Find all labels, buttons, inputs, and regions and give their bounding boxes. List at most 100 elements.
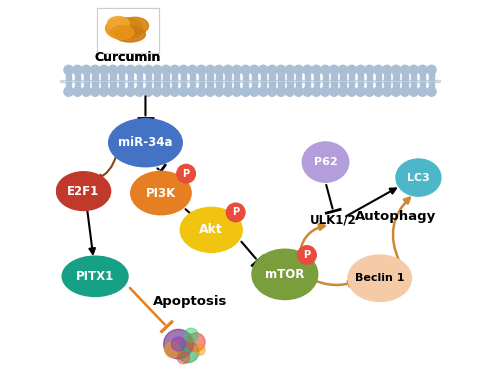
- Circle shape: [356, 87, 366, 96]
- Circle shape: [285, 87, 294, 96]
- Text: mTOR: mTOR: [265, 268, 304, 281]
- Bar: [260, 71, 266, 80]
- Circle shape: [312, 65, 321, 74]
- Text: E2F1: E2F1: [68, 184, 100, 198]
- Bar: [163, 71, 168, 80]
- Circle shape: [258, 87, 268, 96]
- Circle shape: [177, 351, 190, 364]
- Bar: [154, 82, 160, 91]
- Circle shape: [409, 87, 418, 96]
- Bar: [252, 71, 257, 80]
- Circle shape: [177, 165, 196, 183]
- Text: LC3: LC3: [407, 172, 430, 183]
- Bar: [349, 82, 354, 91]
- Ellipse shape: [108, 16, 129, 30]
- Bar: [428, 82, 434, 91]
- Ellipse shape: [108, 16, 129, 30]
- Circle shape: [134, 87, 144, 96]
- Bar: [146, 82, 151, 91]
- Bar: [216, 82, 222, 91]
- Bar: [84, 82, 89, 91]
- Bar: [84, 71, 89, 80]
- Circle shape: [170, 87, 179, 96]
- Circle shape: [179, 87, 188, 96]
- Bar: [243, 71, 248, 80]
- Bar: [198, 71, 204, 80]
- Circle shape: [179, 65, 188, 74]
- Bar: [428, 71, 434, 80]
- Circle shape: [144, 65, 153, 74]
- Text: Curcumin: Curcumin: [95, 51, 161, 64]
- Text: P: P: [232, 207, 239, 218]
- Ellipse shape: [62, 256, 128, 296]
- Bar: [420, 71, 426, 80]
- Bar: [278, 82, 283, 91]
- Bar: [136, 71, 142, 80]
- Bar: [243, 82, 248, 91]
- Circle shape: [165, 342, 180, 358]
- Circle shape: [214, 65, 224, 74]
- Bar: [340, 82, 345, 91]
- Bar: [402, 71, 407, 80]
- Bar: [420, 82, 426, 91]
- Circle shape: [162, 87, 170, 96]
- Bar: [332, 82, 337, 91]
- Bar: [190, 71, 195, 80]
- Bar: [102, 82, 106, 91]
- Circle shape: [250, 65, 259, 74]
- Bar: [190, 82, 195, 91]
- Bar: [225, 71, 230, 80]
- Bar: [92, 82, 98, 91]
- Bar: [394, 71, 398, 80]
- Circle shape: [64, 87, 73, 96]
- Bar: [332, 71, 337, 80]
- Bar: [358, 82, 364, 91]
- FancyBboxPatch shape: [98, 7, 158, 53]
- Bar: [287, 82, 292, 91]
- Text: PITX1: PITX1: [76, 270, 114, 283]
- Circle shape: [126, 87, 135, 96]
- Circle shape: [268, 65, 277, 74]
- Circle shape: [64, 65, 73, 74]
- Circle shape: [184, 328, 198, 342]
- Bar: [260, 82, 266, 91]
- Circle shape: [100, 87, 108, 96]
- Ellipse shape: [110, 25, 134, 39]
- Ellipse shape: [122, 17, 148, 34]
- Circle shape: [365, 87, 374, 96]
- Bar: [181, 82, 186, 91]
- Ellipse shape: [180, 207, 242, 252]
- Ellipse shape: [302, 142, 348, 182]
- Circle shape: [194, 344, 205, 355]
- Circle shape: [188, 87, 197, 96]
- Circle shape: [196, 87, 206, 96]
- Bar: [128, 82, 133, 91]
- Circle shape: [134, 65, 144, 74]
- Circle shape: [241, 65, 250, 74]
- Bar: [411, 71, 416, 80]
- FancyBboxPatch shape: [98, 7, 158, 53]
- Circle shape: [285, 65, 294, 74]
- Circle shape: [82, 65, 91, 74]
- Circle shape: [347, 87, 356, 96]
- Circle shape: [172, 337, 185, 351]
- Bar: [208, 82, 213, 91]
- Text: miR-34a: miR-34a: [118, 136, 172, 149]
- Circle shape: [392, 87, 400, 96]
- Circle shape: [214, 87, 224, 96]
- Text: Beclin 1: Beclin 1: [355, 273, 405, 283]
- Bar: [376, 71, 381, 80]
- Circle shape: [108, 65, 118, 74]
- Ellipse shape: [252, 249, 318, 300]
- Bar: [154, 71, 160, 80]
- Ellipse shape: [106, 18, 142, 39]
- Ellipse shape: [396, 159, 441, 196]
- Bar: [296, 71, 302, 80]
- Circle shape: [347, 65, 356, 74]
- Bar: [376, 82, 381, 91]
- Bar: [314, 71, 319, 80]
- Bar: [296, 82, 302, 91]
- Ellipse shape: [130, 171, 191, 215]
- Circle shape: [392, 65, 400, 74]
- Ellipse shape: [114, 27, 146, 42]
